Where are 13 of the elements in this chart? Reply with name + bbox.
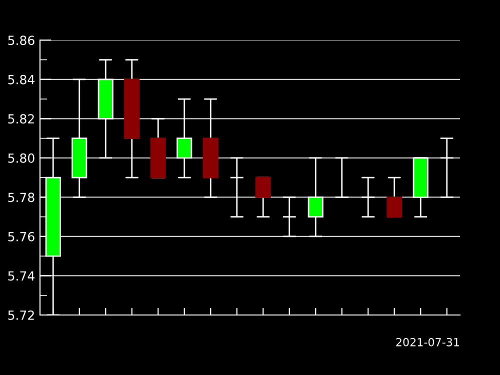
candlestick (386, 176, 402, 218)
candlestick (176, 98, 192, 178)
y-tick-label: 5.86 (8, 36, 34, 46)
y-tick-label: 5.76 (8, 232, 34, 242)
y-tick-label: 5.82 (8, 114, 34, 124)
y-tick-label: 5.78 (8, 192, 34, 202)
candlestick (255, 176, 271, 218)
text: 2021-07-31 (396, 338, 459, 346)
y-tick-label: 5.74 (8, 271, 34, 281)
y-tick-label: 5.72 (8, 310, 34, 320)
y-tick-label: 5.80 (8, 153, 34, 163)
y-tick-label: 5.84 (8, 74, 34, 84)
candlestick (308, 157, 324, 238)
